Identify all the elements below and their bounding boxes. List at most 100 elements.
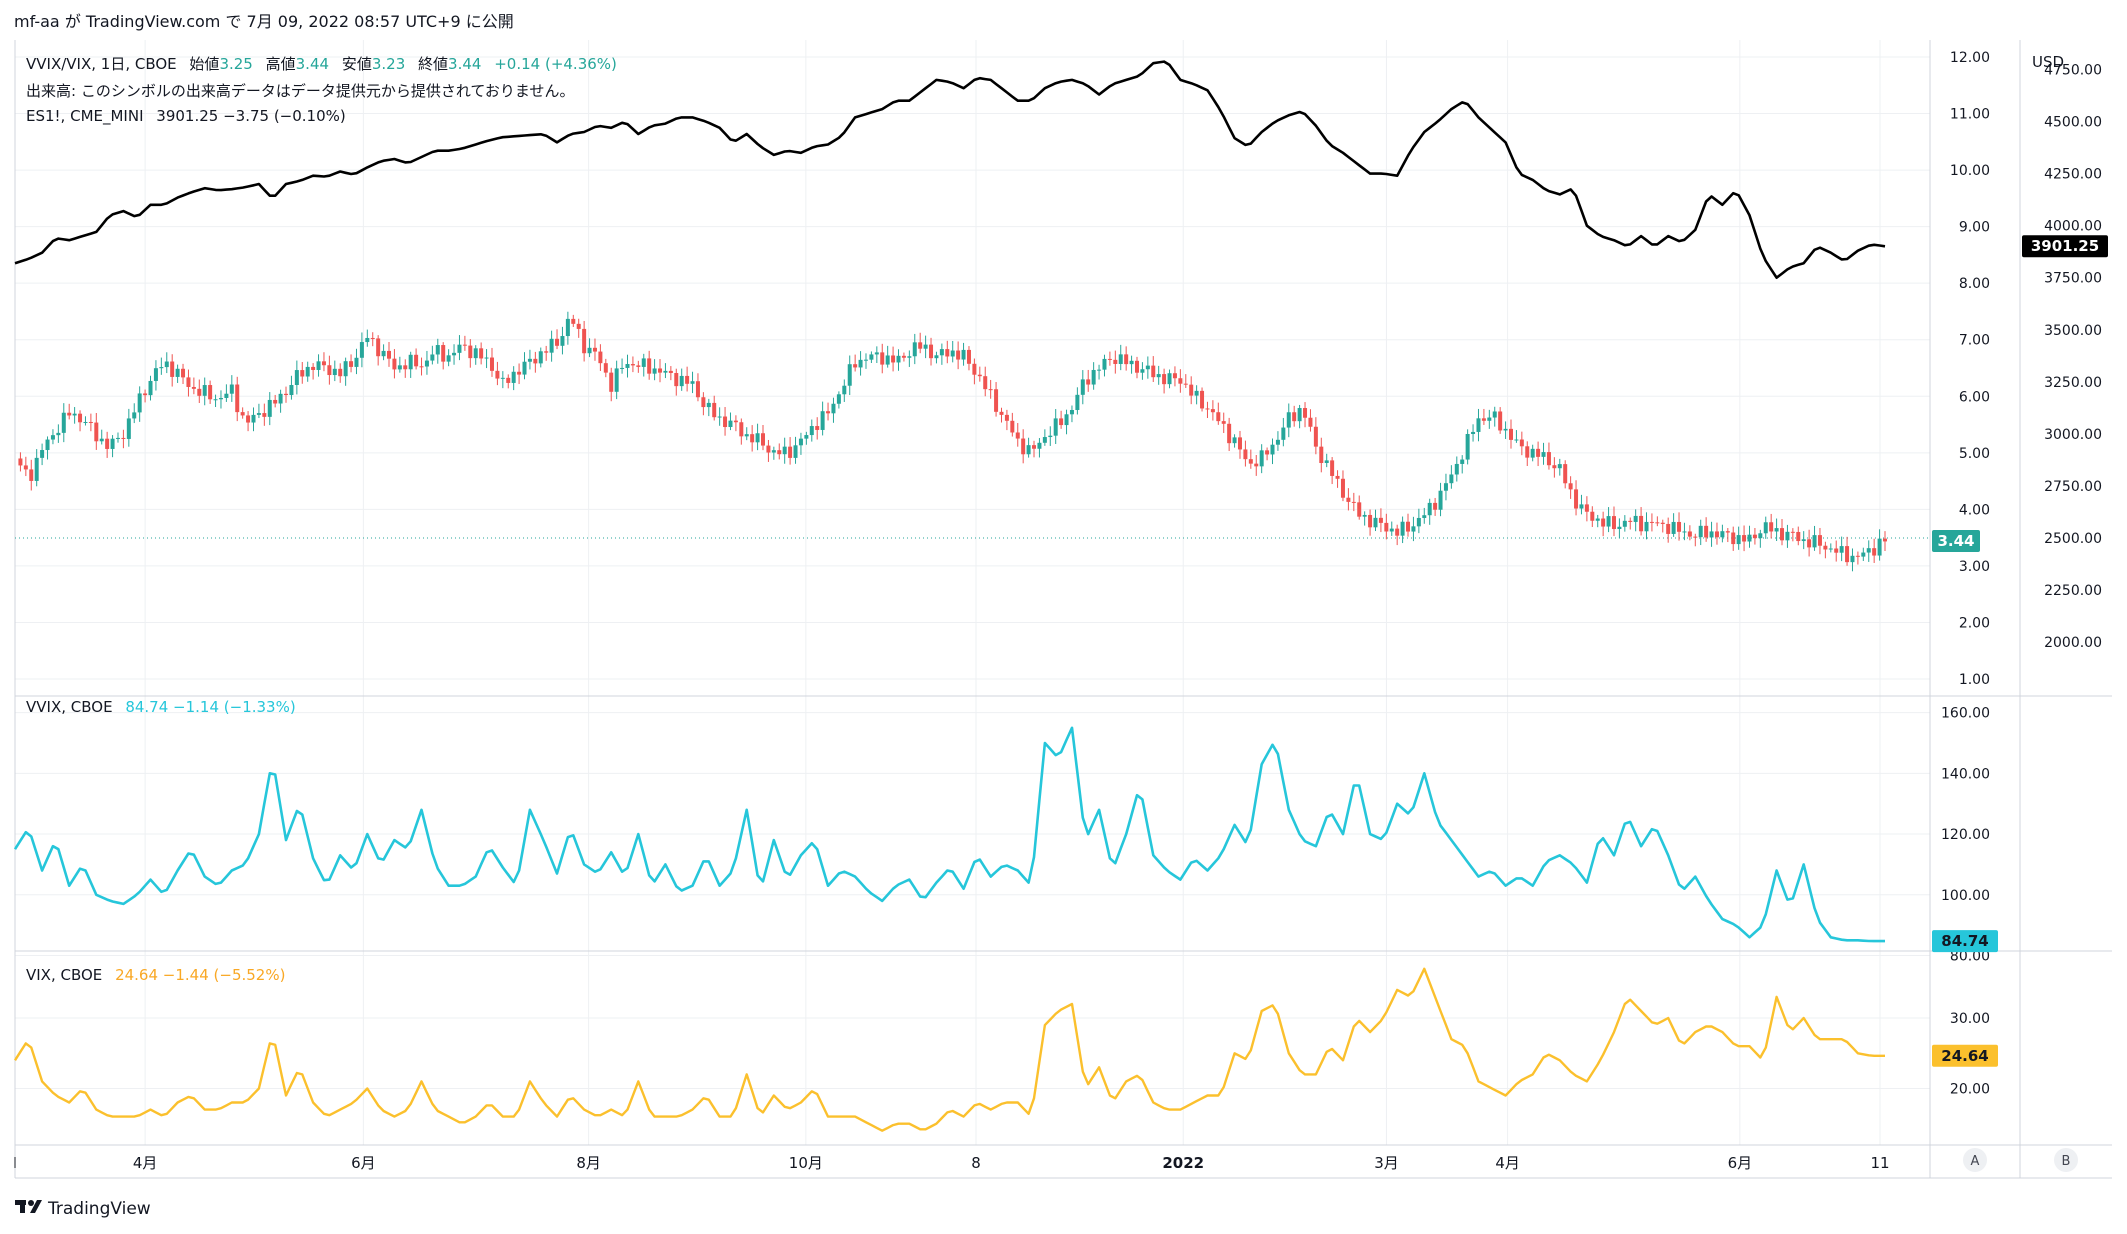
candle-body	[1698, 525, 1703, 538]
candle-body	[1107, 358, 1112, 360]
vix-price-badge	[1932, 1044, 1998, 1067]
candle-body	[213, 399, 218, 401]
candle-body	[29, 469, 34, 481]
candle-body	[94, 422, 99, 442]
candle-body	[1113, 359, 1118, 364]
candle-body	[630, 364, 635, 366]
candle-body	[1823, 545, 1828, 550]
candle-body	[766, 445, 771, 453]
candle-body	[1200, 390, 1205, 409]
candle-body	[712, 402, 717, 418]
candle-body	[1032, 445, 1037, 449]
candle-body	[1254, 463, 1259, 467]
candle-body	[744, 434, 749, 437]
candle-body	[1340, 478, 1345, 498]
candle-body	[1167, 373, 1172, 385]
candle-body	[251, 414, 256, 423]
candle-body	[419, 366, 424, 368]
candle-body	[1221, 421, 1226, 424]
price-axes: 12.00 11.00 10.00 9.00 8.00 7.00 6.00 5.00 4.00 3…	[1941, 50, 2102, 1097]
time-axis-tick: 6月	[351, 1154, 376, 1172]
candle-body	[115, 437, 120, 439]
candle-body	[511, 371, 516, 383]
ratio-candles	[18, 311, 1887, 572]
candle-body	[1069, 409, 1074, 415]
vix-axis-tick: 30.00	[1950, 1011, 1990, 1027]
candle-body	[1498, 411, 1503, 431]
candle-body	[1064, 414, 1069, 426]
candle-body	[1639, 515, 1644, 532]
candle-body	[1395, 528, 1400, 536]
candle-body	[1720, 531, 1725, 538]
candle-body	[614, 368, 619, 392]
candle-body	[1747, 534, 1752, 542]
candle-body	[728, 420, 733, 428]
candle-body	[50, 435, 55, 440]
candle-body	[408, 354, 413, 370]
scale-button-a-label: A	[1971, 1154, 1980, 1169]
candle-body	[208, 385, 213, 400]
candle-body	[143, 393, 148, 396]
candle-body	[582, 328, 587, 354]
candle-body	[1297, 408, 1302, 422]
candle-body	[1622, 520, 1627, 527]
candle-body	[1460, 459, 1465, 464]
candle-body	[1086, 379, 1091, 385]
candle-body	[966, 349, 971, 364]
candle-body	[1205, 408, 1210, 410]
candle-body	[137, 393, 142, 413]
candle-body	[1465, 433, 1470, 460]
candle-body	[1714, 531, 1719, 538]
scale-button-b-label: B	[2062, 1154, 2071, 1169]
candle-body	[164, 361, 169, 368]
scale-button-b[interactable]: B	[2054, 1148, 2078, 1172]
candle-body	[246, 415, 251, 423]
candle-body	[1758, 533, 1763, 539]
candle-body	[414, 354, 419, 367]
es-price-badge-label: 3901.25	[2031, 237, 2099, 255]
candle-body	[45, 439, 50, 451]
scale-button-a[interactable]: A	[1963, 1148, 1987, 1172]
candle-body	[798, 438, 803, 446]
candle-body	[1817, 535, 1822, 546]
candle-body	[1324, 460, 1329, 463]
candle-body	[1330, 460, 1335, 476]
candle-body	[896, 355, 901, 363]
candle-body	[1172, 373, 1177, 379]
candle-body	[1091, 369, 1096, 385]
candle-body	[387, 350, 391, 359]
candle-body	[78, 413, 83, 423]
es-symbol: ES1!, CME_MINI	[26, 107, 144, 126]
candle-body	[1736, 535, 1741, 545]
ratio-axis-tick: 2.00	[1959, 615, 1990, 631]
ratio-axis-tick: 3.00	[1959, 559, 1990, 575]
candle-body	[695, 381, 700, 398]
candle-body	[1671, 521, 1676, 534]
es-axis-tick: 3250.00	[2044, 375, 2102, 391]
candle-body	[517, 371, 522, 375]
candle-body	[647, 358, 652, 374]
candle-body	[739, 422, 744, 437]
candle-body	[1243, 449, 1248, 460]
vix-axis-tick: 20.00	[1950, 1081, 1990, 1097]
candle-body	[1140, 369, 1145, 373]
vix-price-badge-label: 24.64	[1941, 1047, 1988, 1065]
candle-body	[1275, 439, 1280, 445]
candle-body	[1552, 465, 1557, 469]
candle-body	[750, 434, 755, 443]
candle-body	[300, 370, 305, 377]
candle-body	[1611, 516, 1616, 530]
candle-body	[181, 368, 186, 378]
candle-body	[403, 365, 408, 370]
candle-body	[1828, 548, 1833, 550]
vvix-price-badge-label: 84.74	[1941, 932, 1988, 950]
candle-body	[820, 411, 825, 430]
candle-body	[842, 385, 847, 395]
candle-body	[316, 361, 321, 370]
vvix-axis-tick: 100.00	[1941, 888, 1990, 904]
candle-body	[1471, 431, 1476, 434]
candle-body	[863, 359, 868, 361]
tradingview-logo[interactable]: TradingView	[15, 1199, 151, 1219]
price-badges: 3.44 3901.25 84.74 24.64	[1932, 235, 2108, 1067]
candle-body	[1378, 517, 1383, 523]
